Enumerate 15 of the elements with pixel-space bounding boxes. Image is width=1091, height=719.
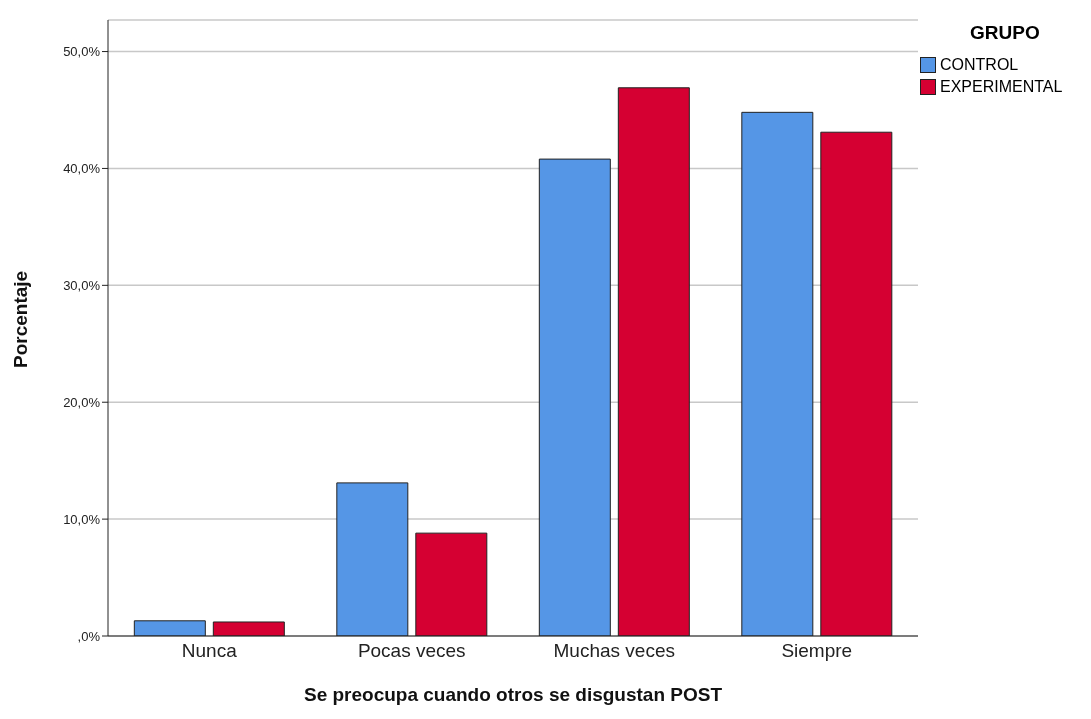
y-tick-label: 20,0%	[63, 394, 101, 410]
y-tick-label: 10,0%	[63, 511, 101, 527]
y-tick-label: 50,0%	[63, 44, 101, 60]
legend-label: CONTROL	[940, 56, 1019, 74]
y-axis-title: Porcentaje	[9, 270, 31, 368]
y-tick-label: 30,0%	[63, 277, 101, 293]
x-axis-title: Se preocupa cuando otros se disgustan POST	[303, 684, 723, 705]
y-tick-label: 40,0%	[63, 161, 101, 177]
x-tick-label: Siempre	[781, 640, 853, 662]
y-tick-label: ,0%	[77, 628, 101, 644]
x-tick-label: Muchas veces	[553, 640, 675, 662]
x-tick-label: Nunca	[181, 640, 238, 662]
legend-title: GRUPO	[970, 22, 1041, 44]
legend-label: EXPERIMENTAL	[940, 78, 1063, 96]
x-tick-label: Pocas veces	[357, 640, 466, 662]
